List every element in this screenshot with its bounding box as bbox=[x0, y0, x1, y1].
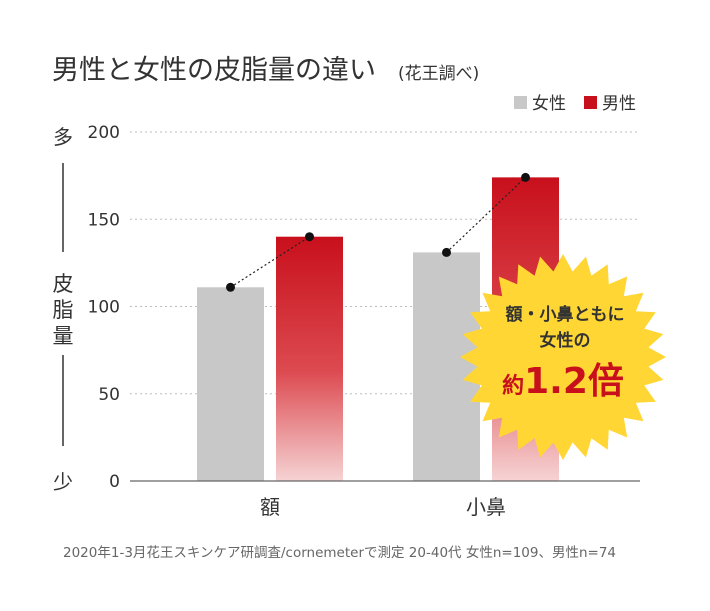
legend-swatch-male bbox=[584, 96, 597, 109]
y-tick-label: 100 bbox=[88, 298, 120, 318]
x-tick-label: 額 bbox=[260, 495, 280, 519]
legend-label-male: 男性 bbox=[602, 94, 636, 114]
footnote: 2020年1-3月花王スキンケア研調査/cornemeterで測定 20-40代… bbox=[63, 544, 616, 561]
legend: 女性 男性 bbox=[514, 94, 636, 114]
annotation-line3: 約1.2倍 bbox=[502, 361, 624, 402]
data-point bbox=[521, 172, 530, 182]
bar-female bbox=[197, 287, 264, 481]
bar-male bbox=[276, 236, 343, 481]
y-axis-label: 多 皮脂量 少 bbox=[53, 125, 74, 494]
x-tick-label: 小鼻 bbox=[466, 495, 506, 519]
y-tick-label: 0 bbox=[109, 472, 120, 492]
annotation-line2: 女性の bbox=[540, 330, 591, 351]
connector-line bbox=[446, 176, 526, 253]
x-axis-labels: 額 小鼻 bbox=[260, 495, 506, 519]
connectors bbox=[226, 172, 530, 292]
y-label-main: 皮脂量 bbox=[53, 272, 74, 348]
y-axis-ticks: 0 50 100 150 200 bbox=[88, 123, 120, 492]
data-point bbox=[442, 247, 451, 257]
connector-line bbox=[230, 236, 310, 288]
chart-title: 男性と女性の皮脂量の違い bbox=[52, 55, 376, 86]
legend-swatch-female bbox=[514, 96, 527, 109]
y-tick-label: 150 bbox=[88, 210, 120, 230]
starburst-shape bbox=[460, 254, 666, 460]
annotation-badge: 額・小鼻ともに 女性の 約1.2倍 bbox=[460, 254, 666, 460]
legend-label-female: 女性 bbox=[532, 94, 566, 114]
data-point bbox=[305, 232, 314, 242]
y-label-bottom: 少 bbox=[53, 470, 73, 494]
y-tick-label: 50 bbox=[98, 385, 120, 405]
y-label-top: 多 bbox=[53, 125, 73, 149]
y-label-char: 脂 bbox=[53, 298, 74, 322]
annotation-line1: 額・小鼻ともに bbox=[505, 304, 625, 325]
annotation-value: 1.2倍 bbox=[524, 361, 624, 402]
bar-female bbox=[413, 252, 480, 481]
y-tick-label: 200 bbox=[88, 123, 120, 143]
chart-subtitle: (花王調べ) bbox=[398, 64, 479, 84]
y-label-char: 皮 bbox=[53, 272, 74, 296]
y-label-char: 量 bbox=[53, 324, 74, 348]
annotation-prefix: 約 bbox=[502, 373, 524, 399]
data-point bbox=[226, 282, 235, 292]
